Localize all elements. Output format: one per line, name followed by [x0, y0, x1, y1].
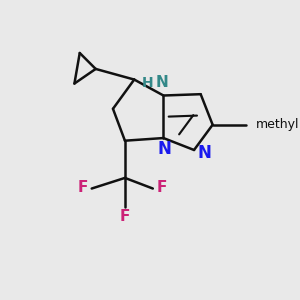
Text: H: H — [142, 76, 153, 90]
Text: F: F — [157, 180, 167, 195]
Text: F: F — [120, 209, 130, 224]
Text: N: N — [156, 75, 169, 90]
Text: methyl: methyl — [256, 118, 299, 131]
Text: F: F — [77, 180, 88, 195]
Text: N: N — [158, 140, 172, 158]
Text: N: N — [198, 144, 212, 162]
